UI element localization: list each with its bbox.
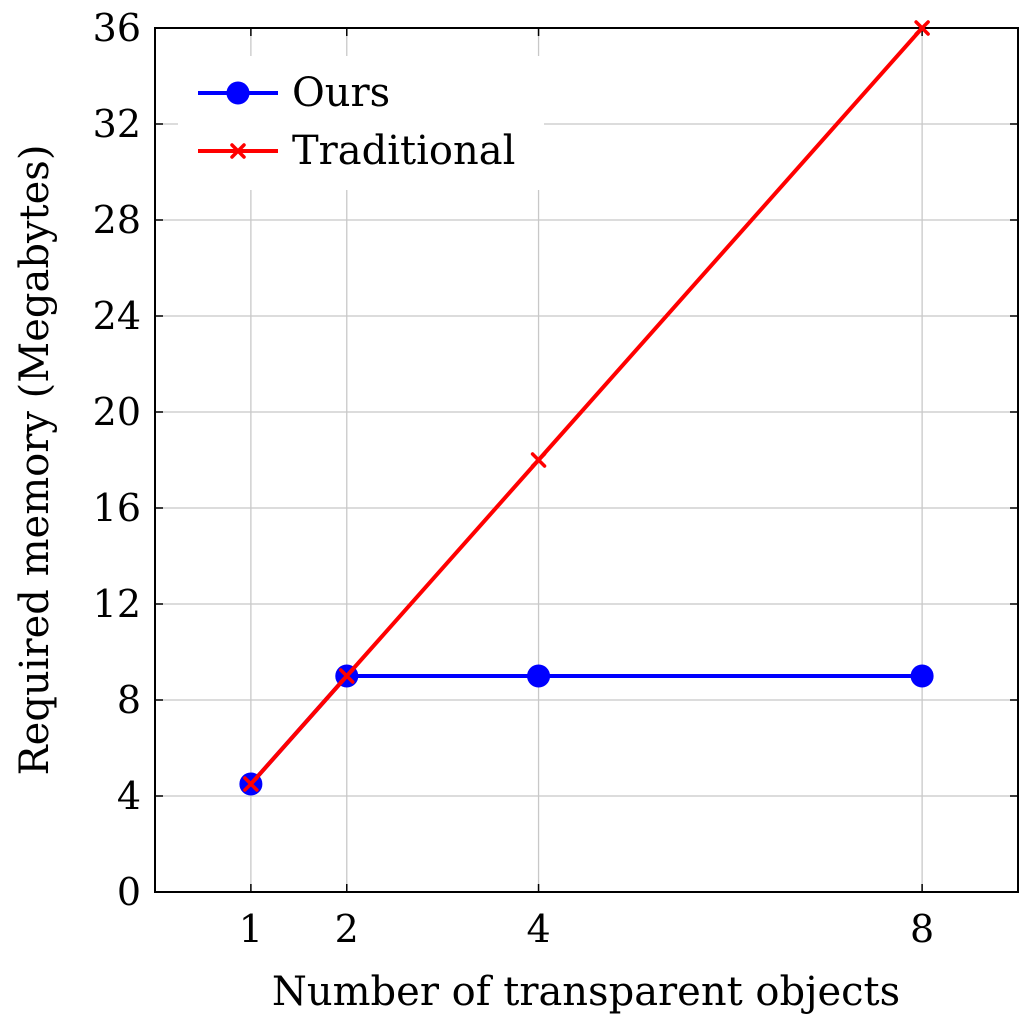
x-marker-stroke [230,143,246,159]
x-tick-label: 1 [239,907,263,951]
x-marker-stroke [339,668,355,684]
data-point [243,776,259,792]
legend-label: Traditional [292,128,515,174]
y-tick-label: 36 [93,6,141,50]
series-traditional [243,20,930,792]
series-ours [239,664,934,796]
legend-marker [226,81,250,105]
legend-label: Ours [292,70,390,116]
data-point [530,452,547,468]
legend-box [178,56,544,190]
plot-area-frame [154,27,1019,893]
x-tick-label: 2 [335,907,359,951]
y-tick-label: 28 [93,198,141,242]
legend-marker [230,143,246,159]
x-marker-stroke [530,452,547,468]
y-tick-label: 0 [117,870,141,914]
y-tick-label: 4 [117,774,141,818]
y-tick-label: 16 [93,486,141,530]
series-layer [239,20,934,796]
legend-item: Ours [198,70,390,116]
data-point [527,664,551,688]
y-tick-label: 12 [93,582,141,626]
legend: Ours Traditional [178,56,544,190]
x-marker-stroke [243,776,259,792]
y-tick-label: 20 [93,390,141,434]
data-point [339,668,355,684]
series-line [249,674,923,786]
x-marker-stroke [914,20,930,36]
x-tick-label: 4 [526,907,550,951]
y-tick-label: 24 [93,294,141,338]
y-axis-title: Required memory (Megabytes) [12,145,58,776]
data-point [914,20,930,36]
data-point [910,664,934,688]
x-tick-label: 8 [910,907,934,951]
x-axis-title: Number of transparent objects [272,969,900,1015]
y-tick-label: 8 [117,678,141,722]
legend-item: Traditional [198,128,515,174]
y-tick-label: 32 [93,102,141,146]
series-line [249,26,924,786]
